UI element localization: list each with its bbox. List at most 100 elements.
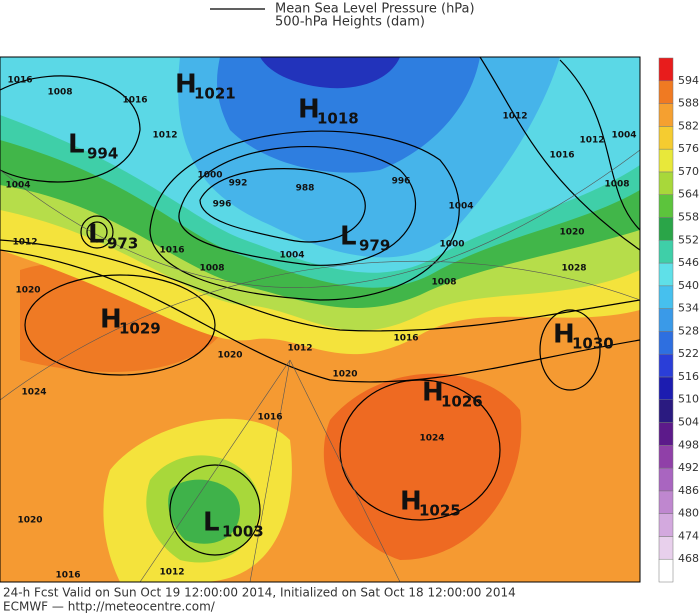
band [260,57,400,89]
colorbar-label: 528 [678,324,699,337]
colorbar-label: 582 [678,119,699,132]
isobar [0,239,640,332]
isobar [0,75,141,183]
colorbar-box [658,536,674,560]
isobar [80,215,114,249]
center-letter: H [553,320,575,350]
colorbar-box [658,490,674,514]
colorbar-box [658,240,674,264]
isobar-label: 996 [213,200,232,210]
isobar-label: 1012 [287,344,312,354]
colorbar-label: 552 [678,233,699,246]
band [217,57,480,173]
colorbar-label: 474 [678,529,699,542]
graticule-line [249,359,291,582]
isobar-label: 1020 [559,228,584,238]
center-letter: L [88,220,105,250]
colorbar-label: 522 [678,347,699,360]
colorbar-box [658,513,674,537]
center-letter: H [298,95,320,125]
colorbar-box [658,262,674,287]
map-frame [0,56,641,583]
colorbar-label: 534 [678,302,699,315]
isobar [178,146,417,266]
isobar [149,130,460,301]
colorbar-box [658,308,674,332]
colorbar-label: 492 [678,461,699,474]
isobar-label: 1012 [159,568,184,578]
center-letter: L [68,130,85,160]
center-value: 1029 [119,320,161,338]
colorbar-label: 588 [678,97,699,110]
isobar [86,221,108,243]
colorbar-label: 498 [678,438,699,451]
isobar [199,168,366,243]
colorbar-label: 486 [678,484,699,497]
graticule-line [289,359,401,582]
center-letter: H [175,70,197,100]
colorbar-label: 576 [678,142,699,155]
center-letter: H [100,305,122,335]
isobar [479,57,640,251]
isobar-label: 1004 [448,202,473,212]
colorbar-box [658,422,674,446]
colorbar-box [658,171,674,195]
colorbar-box [658,399,674,423]
colorbar-box [658,331,674,355]
isobar-label: 1012 [152,131,177,141]
isobar-label: 1000 [197,171,222,181]
isobar-label: 1004 [611,131,636,141]
graticule-line [139,359,291,582]
colorbar-label: 480 [678,507,699,520]
center-value: 1030 [572,335,614,353]
center-value: 1025 [419,502,461,520]
colorbar-box [658,126,674,150]
isobar-label: 1024 [21,388,46,398]
colorbar-box [658,353,674,378]
center-value: 1003 [222,523,264,541]
isobar-label: 1012 [12,238,37,248]
isobar-label: 1012 [579,136,604,146]
isobar-label: 1008 [431,278,456,288]
footer-line: 24-h Fcst Valid on Sun Oct 19 12:00:00 2… [3,586,516,600]
footer-line: ECMWF — http://meteocentre.com/ [3,600,216,614]
isobar-label: 996 [392,177,411,187]
isobar-label: 1000 [439,240,464,250]
center-letter: L [203,508,220,538]
colorbar-box [658,80,674,104]
graticule [0,149,640,582]
colorbar-label: 594 [678,74,699,87]
isobar-label: 1020 [217,351,242,361]
isobar-label: 1016 [393,334,418,344]
center-value: 973 [107,235,138,253]
isobar-label: 1016 [549,151,574,161]
center-value: 979 [359,237,390,255]
colorbar-label: 540 [678,279,699,292]
isobar [539,309,601,391]
map-fill [0,57,640,582]
center-value: 1018 [317,110,359,128]
isobar [169,464,261,556]
isobar-label: 992 [229,179,248,189]
colorbar-label: 570 [678,165,699,178]
map: 1016 1008 1016 1012 1000 992 988 996 1004 1000 100… [0,57,640,582]
center-value: 994 [87,145,118,163]
center-letter: H [422,378,444,408]
colorbar-box [658,376,674,400]
graticule-line [0,260,640,401]
colorbar-box [658,57,674,82]
colorbar-box [658,103,674,127]
center-letter: H [400,487,422,517]
isobar [559,59,640,231]
colorbar-label: 516 [678,370,699,383]
colorbar-box [658,558,674,583]
legend-label: Mean Sea Level Pressure (hPa) [275,2,475,17]
isobar [24,274,216,376]
isobar-label: 1020 [332,370,357,380]
isobars [0,57,640,556]
center-value: 1026 [441,393,483,411]
isobar-label: 1016 [7,76,32,86]
colorbar-box [658,467,674,492]
isobar-label: 1028 [561,264,586,274]
